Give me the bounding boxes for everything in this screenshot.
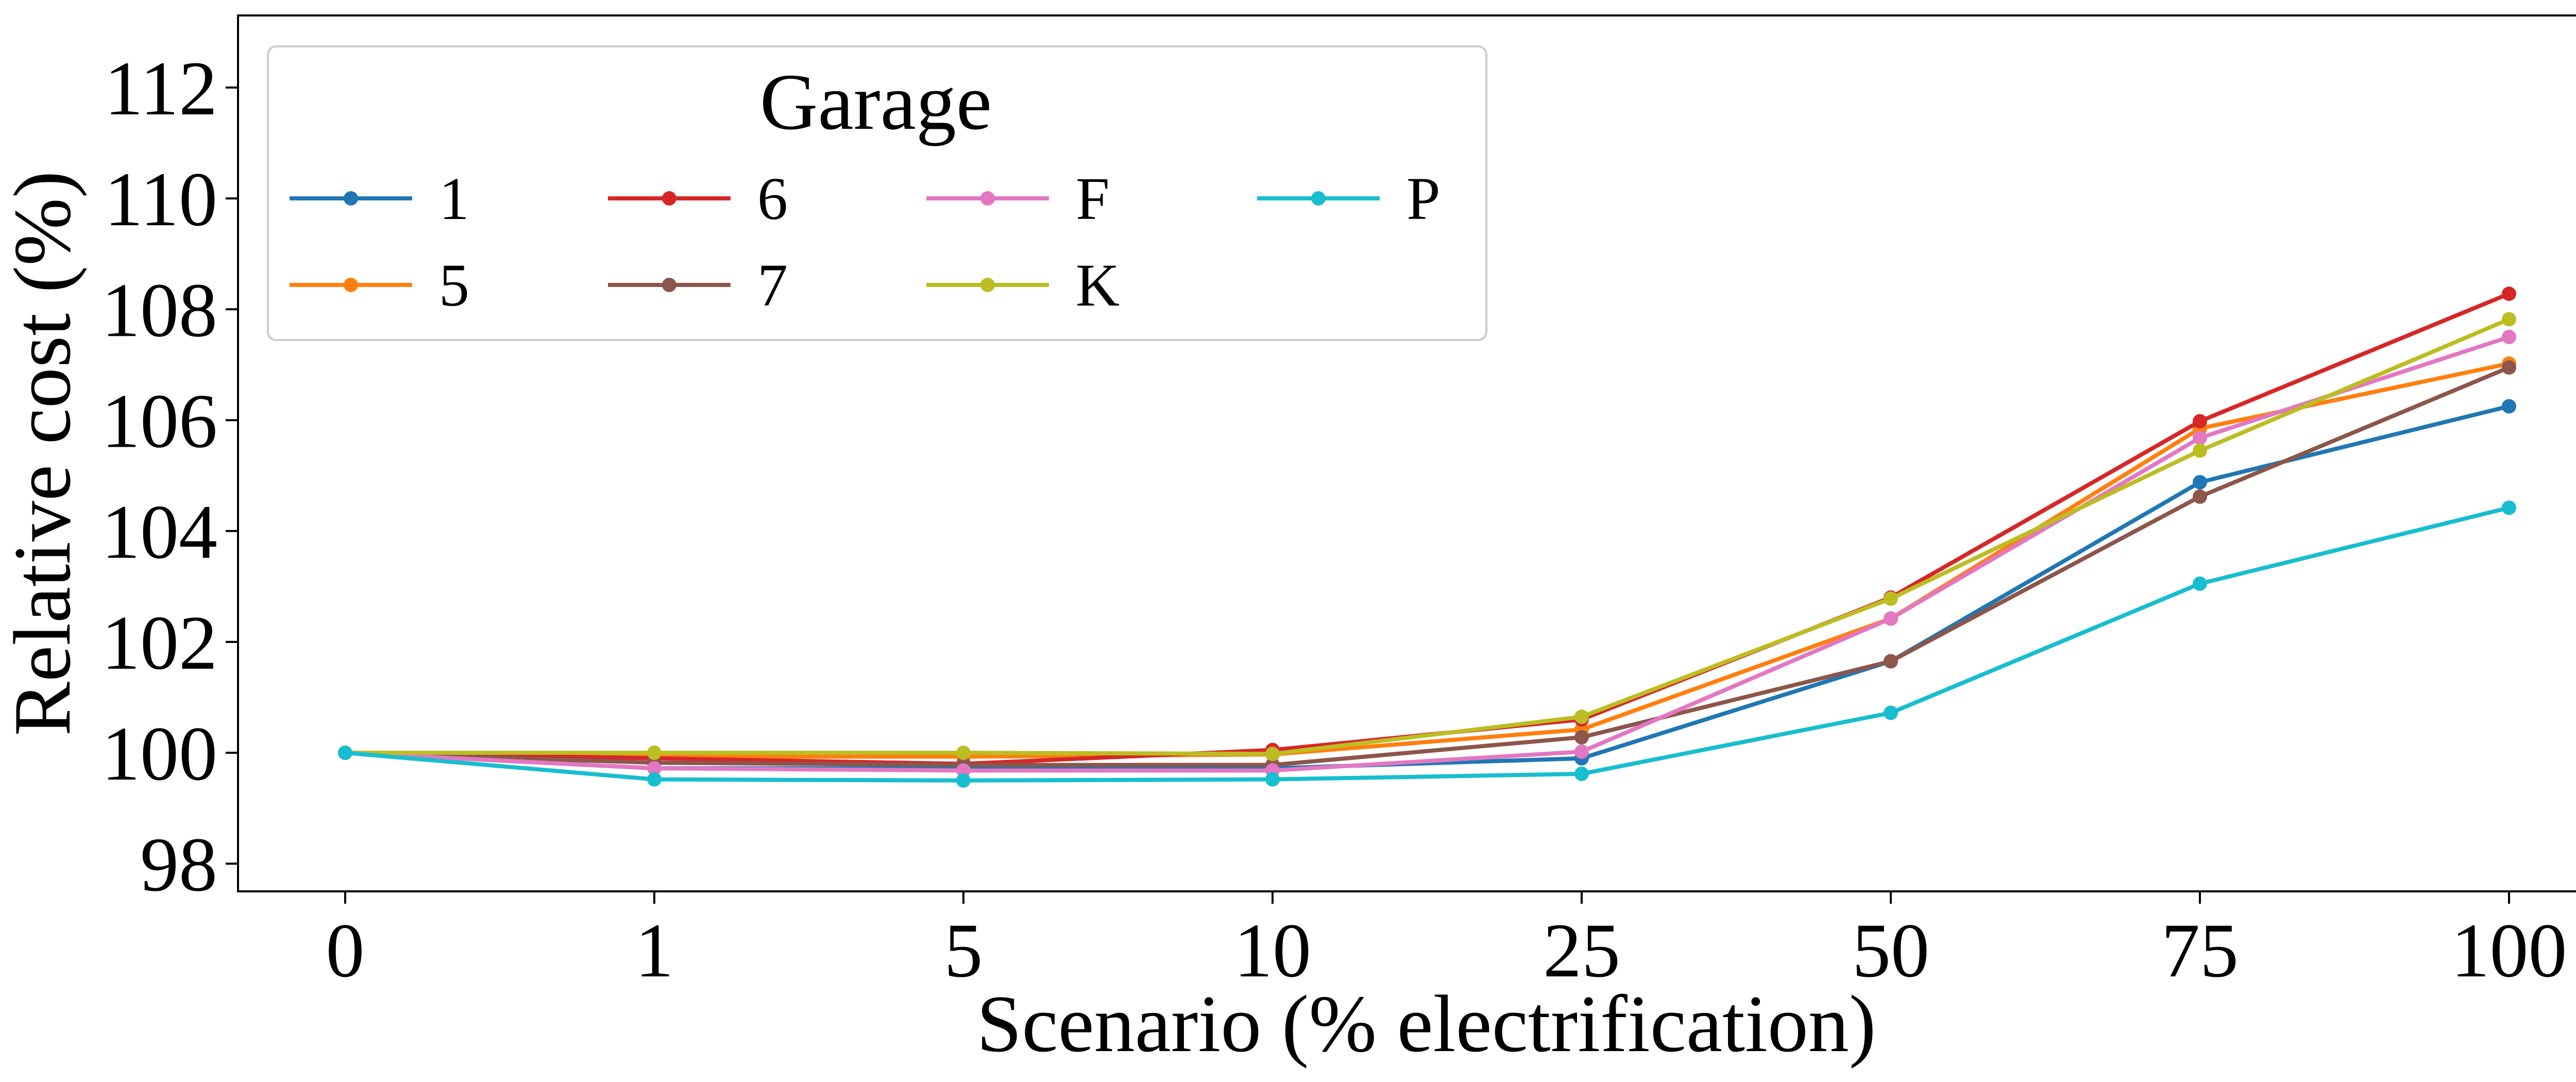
data-point bbox=[1574, 730, 1589, 745]
legend-label: F bbox=[1076, 165, 1110, 232]
data-point bbox=[2502, 399, 2516, 414]
data-point bbox=[1574, 709, 1589, 724]
legend-marker bbox=[980, 191, 995, 206]
data-point bbox=[2502, 286, 2516, 301]
data-point bbox=[1884, 654, 1898, 669]
legend: Garage 1 5 6 7 FK P bbox=[267, 45, 1487, 341]
legend-item-F: F bbox=[926, 165, 1110, 232]
y-axis: 98 100 102 104 106 108 110 112 bbox=[101, 46, 238, 907]
x-tick-label: 100 bbox=[2451, 908, 2567, 993]
y-tick-label: 98 bbox=[140, 822, 217, 907]
legend-marker bbox=[344, 191, 358, 206]
x-axis-title: Scenario (% electrification) bbox=[977, 979, 1876, 1069]
series-layer bbox=[338, 286, 2516, 788]
y-tick-label: 104 bbox=[101, 489, 217, 575]
legend-item-6: 6 bbox=[608, 165, 788, 232]
legend-item-P: P bbox=[1257, 165, 1440, 232]
x-axis: 0 1 5 10 25 50 75 100 bbox=[326, 891, 2567, 993]
data-point bbox=[647, 761, 662, 776]
y-tick-label: 110 bbox=[105, 157, 217, 242]
data-point bbox=[2193, 489, 2207, 504]
x-tick-label: 75 bbox=[2161, 908, 2239, 993]
legend-label: 5 bbox=[439, 251, 469, 319]
data-point bbox=[1574, 744, 1589, 759]
data-point bbox=[956, 746, 971, 760]
legend-item-1: 1 bbox=[290, 165, 469, 232]
data-point bbox=[2193, 443, 2207, 458]
legend-title: Garage bbox=[760, 57, 992, 146]
legend-item-K: K bbox=[926, 251, 1120, 319]
data-point bbox=[2193, 414, 2207, 429]
series-line bbox=[345, 335, 2510, 773]
legend-box bbox=[267, 45, 1487, 341]
data-point bbox=[2193, 430, 2207, 445]
legend-items: 1 5 6 7 FK P bbox=[290, 165, 1440, 319]
legend-marker bbox=[980, 278, 995, 292]
data-point bbox=[1884, 705, 1898, 720]
series-F bbox=[338, 330, 2516, 778]
x-tick-label: 1 bbox=[635, 908, 674, 993]
data-point bbox=[2193, 576, 2207, 591]
series-line bbox=[345, 365, 2510, 767]
series-line bbox=[345, 317, 2510, 756]
data-point bbox=[2502, 330, 2516, 345]
data-point bbox=[2502, 312, 2516, 327]
y-axis-title: Relative cost (%) bbox=[0, 171, 88, 736]
y-tick-label: 112 bbox=[105, 46, 217, 131]
legend-label: K bbox=[1076, 251, 1120, 319]
legend-label: 7 bbox=[757, 251, 788, 319]
y-tick-label: 108 bbox=[101, 267, 217, 353]
x-tick-label: 5 bbox=[944, 908, 983, 993]
y-tick-label: 100 bbox=[101, 711, 217, 797]
data-point bbox=[956, 773, 971, 788]
legend-label: P bbox=[1406, 165, 1440, 232]
x-tick-label: 10 bbox=[1234, 908, 1311, 993]
series-line bbox=[345, 505, 2510, 783]
data-point bbox=[338, 746, 352, 760]
data-point bbox=[956, 763, 971, 778]
legend-marker bbox=[662, 191, 676, 206]
x-tick-label: 0 bbox=[326, 908, 365, 993]
legend-item-7: 7 bbox=[608, 251, 788, 319]
data-point bbox=[2193, 475, 2207, 489]
data-point bbox=[1884, 611, 1898, 626]
plot-frame bbox=[237, 14, 2576, 892]
data-point bbox=[2502, 500, 2516, 515]
legend-marker bbox=[1311, 191, 1326, 206]
series-line bbox=[345, 361, 2510, 759]
data-point bbox=[1265, 747, 1280, 762]
legend-marker bbox=[344, 278, 358, 292]
legend-item-5: 5 bbox=[290, 251, 469, 319]
data-point bbox=[647, 772, 662, 787]
legend-label: 6 bbox=[757, 165, 788, 232]
x-tick-label: 25 bbox=[1543, 908, 1620, 993]
data-point bbox=[647, 746, 662, 760]
x-tick-label: 50 bbox=[1852, 908, 1929, 993]
data-point bbox=[2502, 360, 2516, 375]
data-point bbox=[1265, 772, 1280, 787]
legend-label: 1 bbox=[439, 165, 469, 232]
y-tick-label: 102 bbox=[101, 600, 217, 686]
legend-marker bbox=[662, 278, 676, 292]
data-point bbox=[1574, 766, 1589, 781]
data-point bbox=[1884, 591, 1898, 606]
y-tick-label: 106 bbox=[101, 378, 217, 464]
series-P bbox=[338, 500, 2516, 788]
